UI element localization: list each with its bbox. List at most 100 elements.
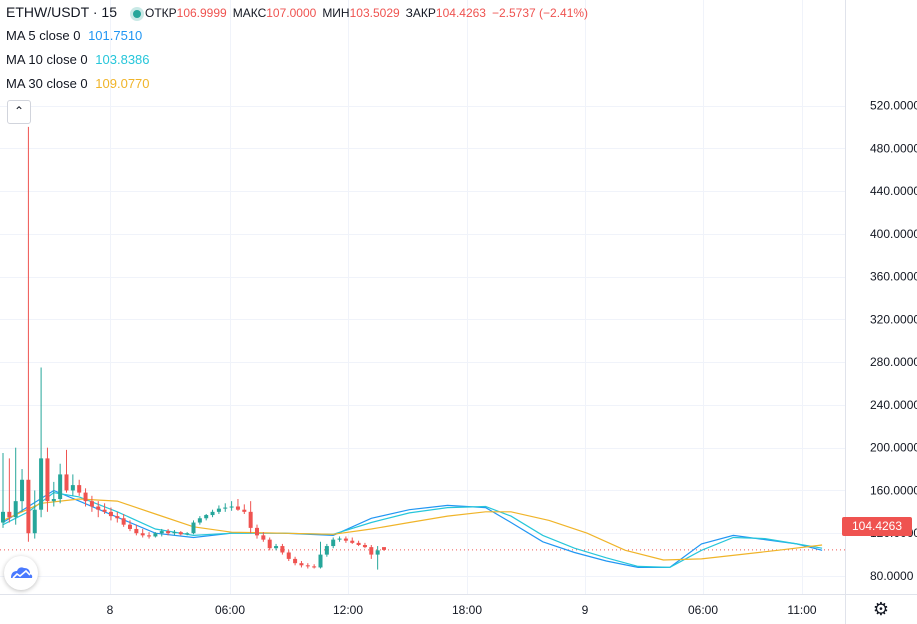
close-label: ЗАКР (405, 6, 436, 20)
high-value: 107.0000 (266, 6, 317, 20)
x-tick-label: 06:00 (688, 603, 718, 617)
change-value: −2.5737 (−2.41%) (491, 6, 589, 20)
candle-body (204, 515, 209, 519)
open-label: ОТКР (144, 6, 177, 20)
x-tick-label: 11:00 (787, 603, 816, 617)
candle-body (286, 552, 291, 559)
candle-body (77, 485, 82, 493)
candle-body (153, 533, 158, 537)
candle-body (32, 509, 37, 534)
candle-body (362, 544, 367, 548)
candle-body (382, 547, 386, 550)
candle-body (216, 508, 221, 512)
high-label: МАКС (232, 6, 267, 20)
tradingview-logo-icon[interactable] (4, 556, 38, 590)
candle-body (108, 511, 113, 517)
candle-body (197, 518, 202, 523)
candle-body (369, 547, 374, 555)
ma5-value: 101.7510 (88, 28, 143, 43)
candle-body (356, 542, 361, 545)
candle-body (318, 554, 323, 568)
candle-body (248, 511, 253, 528)
gear-icon: ⚙ (872, 599, 890, 619)
chevron-up-icon: ⌃ (13, 104, 25, 118)
candle-body (134, 528, 139, 534)
x-tick-label: 9 (582, 603, 589, 617)
candle-body (178, 532, 183, 535)
ma30-row[interactable]: MA 30 close 0 109.0770 (6, 72, 594, 96)
low-value: 103.5029 (349, 6, 400, 20)
candle-body (280, 546, 285, 553)
candle-body (293, 558, 298, 564)
candle-body (51, 499, 56, 502)
y-tick-label: 240.0000 (870, 398, 917, 412)
candle-body (191, 522, 196, 534)
candle-body (159, 531, 164, 534)
candle-body (223, 507, 228, 509)
candle-body (305, 565, 310, 567)
symbol-label[interactable]: ETHW/USDT · 15 (6, 4, 117, 20)
chart-legend: ETHW/USDT · 15 ОТКР106.9999 МАКС107.0000 МИ… (6, 0, 594, 96)
ma-line-30 (2, 498, 823, 561)
y-tick-label: 440.0000 (870, 184, 917, 198)
y-tick-label: 320.0000 (870, 312, 917, 326)
candle-body (242, 509, 247, 512)
ma10-label: MA 10 close 0 (6, 52, 88, 67)
x-tick-label: 18:00 (452, 603, 482, 617)
x-tick-label: 8 (107, 603, 114, 617)
candle-body (140, 533, 145, 536)
candle-body (261, 535, 266, 540)
low-label: МИН (322, 6, 350, 20)
market-status-icon (132, 9, 141, 18)
candle-body (312, 566, 317, 568)
candle-body (185, 533, 190, 535)
candle-body (166, 531, 171, 534)
candle-body (102, 509, 107, 512)
candle-body (337, 538, 342, 540)
candle-body (45, 458, 50, 502)
candle-body (331, 539, 336, 547)
candle-body (128, 524, 132, 529)
x-tick-label: 12:00 (333, 603, 363, 617)
candle-body (210, 511, 215, 516)
candle-body (375, 550, 380, 555)
candle-body (121, 518, 126, 525)
y-tick-label: 360.0000 (870, 270, 917, 284)
ma5-label: MA 5 close 0 (6, 28, 81, 43)
ma10-value: 103.8386 (95, 52, 150, 67)
settings-button[interactable]: ⚙ (870, 598, 892, 620)
candle-body (299, 563, 304, 566)
x-tick-label: 06:00 (215, 603, 245, 617)
candle-body (26, 479, 31, 534)
y-tick-label: 280.0000 (870, 355, 917, 369)
candle-body (96, 506, 101, 510)
candle-body (58, 474, 63, 500)
candle-body (267, 539, 272, 549)
candle-body (350, 540, 355, 543)
candle-body (147, 535, 152, 537)
candle-body (7, 511, 12, 518)
collapse-legend-button[interactable]: ⌃ (7, 100, 31, 124)
ma30-label: MA 30 close 0 (6, 76, 88, 91)
ma5-row[interactable]: MA 5 close 0 101.7510 (6, 24, 594, 48)
ohlc-row: ETHW/USDT · 15 ОТКР106.9999 МАКС107.0000 МИ… (6, 0, 594, 24)
candle-body (70, 485, 75, 491)
ma30-value: 109.0770 (95, 76, 150, 91)
y-tick-label: 520.0000 (870, 99, 917, 113)
candle-body (229, 506, 234, 508)
candle-body (89, 501, 94, 507)
candle-body (235, 506, 240, 510)
candle-body (1, 511, 5, 523)
y-tick-label: 200.0000 (870, 441, 917, 455)
y-tick-label: 400.0000 (870, 227, 917, 241)
y-tick-label: 80.0000 (870, 569, 914, 583)
close-value: 104.4263 (435, 6, 486, 20)
candle-body (115, 516, 120, 519)
candle-body (274, 546, 279, 549)
candle-body (39, 458, 44, 510)
candle-body (172, 532, 177, 534)
y-tick-label: 480.0000 (870, 141, 917, 155)
candle-body (64, 474, 69, 491)
candle-body (255, 527, 259, 536)
ma10-row[interactable]: MA 10 close 0 103.8386 (6, 48, 594, 72)
